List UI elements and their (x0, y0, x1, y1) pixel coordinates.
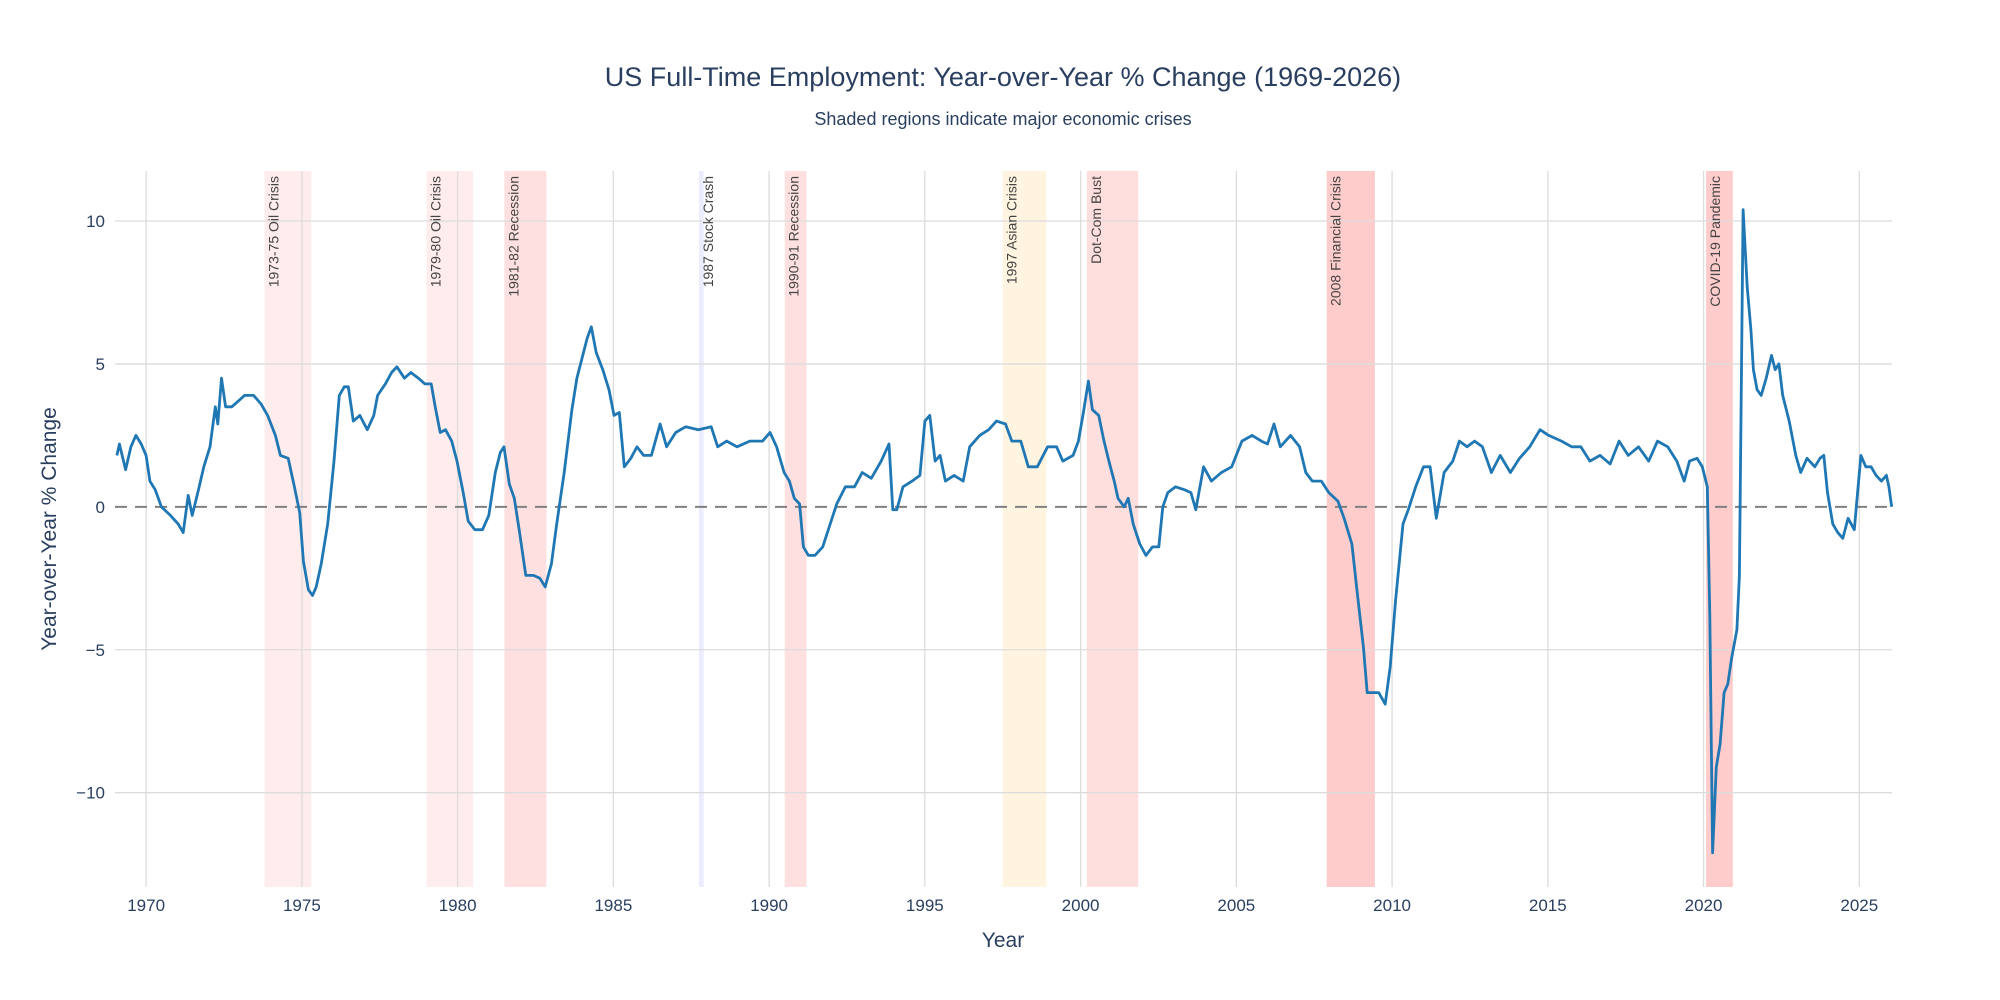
chart-subtitle: Shaded regions indicate major economic c… (814, 109, 1191, 129)
y-tick-label: 0 (96, 498, 105, 517)
x-tick-label: 1995 (906, 896, 944, 915)
crisis-label: 1997 Asian Crisis (1004, 176, 1020, 284)
y-tick-label: 10 (86, 212, 105, 231)
crisis-region (784, 171, 807, 887)
x-tick-label: 2005 (1217, 896, 1255, 915)
x-tick-label: 1980 (439, 896, 477, 915)
axis-ticks: 1970 1975 1980 1985 1990 1995 2000 2005 2010 2015… (76, 212, 1878, 915)
x-tick-label: 2015 (1529, 896, 1567, 915)
crisis-region (504, 171, 547, 887)
x-tick-label: 1990 (750, 896, 788, 915)
crisis-label: 2008 Financial Crisis (1328, 176, 1344, 306)
x-tick-label: 1970 (127, 896, 165, 915)
crisis-region (699, 171, 704, 887)
series-line (115, 208, 1894, 855)
y-tick-label: −5 (86, 641, 105, 660)
y-tick-label: 5 (96, 355, 105, 374)
crisis-regions (264, 171, 1733, 887)
crisis-label: COVID-19 Pandemic (1707, 176, 1723, 307)
crisis-label: 1973-75 Oil Crisis (266, 176, 282, 287)
crisis-label: Dot-Com Bust (1088, 176, 1104, 264)
x-tick-label: 2020 (1685, 896, 1723, 915)
x-tick-label: 1975 (283, 896, 321, 915)
crisis-region (1326, 171, 1375, 887)
crisis-label: 1990-91 Recession (786, 176, 802, 297)
crisis-region (426, 171, 474, 887)
crisis-region (1086, 171, 1139, 887)
y-axis-title: Year-over-Year % Change (38, 407, 61, 651)
crisis-label: 1987 Stock Crash (700, 176, 716, 287)
x-axis-title: Year (982, 929, 1024, 952)
crisis-region (264, 171, 312, 887)
crisis-label: 1981-82 Recession (505, 176, 521, 297)
x-tick-label: 2000 (1062, 896, 1100, 915)
gridlines (115, 171, 1892, 887)
x-tick-label: 2010 (1373, 896, 1411, 915)
crisis-label: 1979-80 Oil Crisis (427, 176, 443, 287)
series-layer (115, 208, 1894, 855)
chart-title: US Full-Time Employment: Year-over-Year … (605, 62, 1401, 92)
x-tick-label: 1985 (594, 896, 632, 915)
crisis-labels: 1973-75 Oil Crisis 1979-80 Oil Crisis 1981… (266, 176, 1724, 307)
y-tick-label: −10 (76, 784, 105, 803)
x-tick-label: 2025 (1840, 896, 1878, 915)
crisis-region (1002, 171, 1047, 887)
